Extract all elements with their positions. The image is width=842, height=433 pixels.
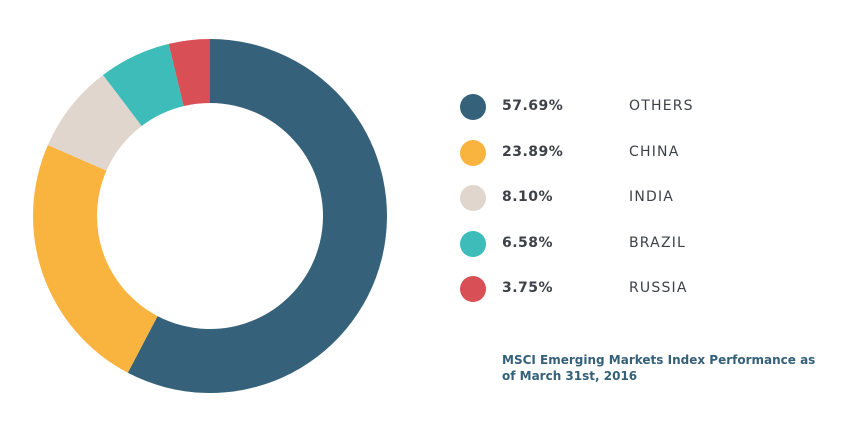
slice-china xyxy=(33,144,158,373)
legend-value-russia: 3.75% xyxy=(502,280,554,296)
slice-russia xyxy=(168,39,210,107)
slice-india xyxy=(47,74,142,171)
legend-label-india: INDIA xyxy=(629,189,675,205)
legend-item-others: 57.69% OTHERS xyxy=(460,94,760,140)
slice-others xyxy=(127,39,388,393)
legend-label-brazil: BRAZIL xyxy=(629,234,687,251)
legend-item-china: 23.89% CHINA xyxy=(460,139,760,186)
chart-caption: MSCI Emerging Markets Index Performance … xyxy=(502,353,816,383)
legend-label-china: CHINA xyxy=(629,143,680,160)
legend-swatch-brazil xyxy=(460,230,486,257)
legend-label-others: OTHERS xyxy=(629,98,694,114)
legend-value-india: 8.10% xyxy=(502,189,554,205)
legend-swatch-others xyxy=(460,94,486,120)
legend-item-russia: 3.75% RUSSIA xyxy=(460,276,760,322)
legend-label-russia: RUSSIA xyxy=(629,280,688,296)
legend-swatch-china xyxy=(460,139,486,166)
legend-item-brazil: 6.58% BRAZIL xyxy=(460,230,760,277)
legend-item-india: 8.10% INDIA xyxy=(460,185,760,231)
legend-value-china: 23.89% xyxy=(502,143,564,160)
legend-swatch-russia xyxy=(460,276,486,302)
legend-swatch-india xyxy=(460,185,486,211)
legend-value-brazil: 6.58% xyxy=(502,234,554,251)
slice-brazil xyxy=(103,43,184,126)
legend: 57.69% OTHERS 23.89% CHINA 8.10% INDIA 6… xyxy=(460,94,760,322)
legend-value-others: 57.69% xyxy=(502,98,564,114)
